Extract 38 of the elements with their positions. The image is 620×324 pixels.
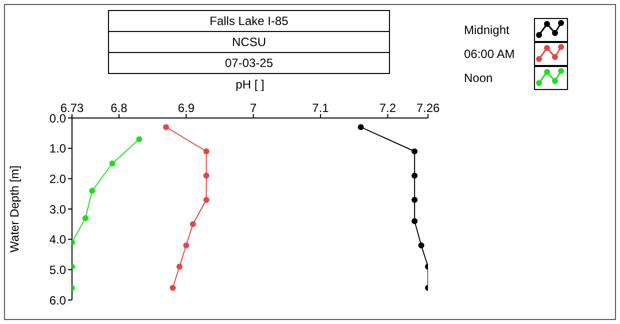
point (109, 160, 116, 166)
point (183, 242, 190, 248)
chart-title: Falls Lake I-85 (108, 10, 390, 32)
x-tick-label: 6.8 (110, 101, 128, 115)
point (412, 172, 418, 179)
x-tick-label: 7.26 (416, 101, 440, 115)
text: 07-03-25 (108, 52, 390, 74)
point (203, 172, 210, 179)
point (412, 218, 418, 224)
point (203, 196, 210, 203)
point (136, 136, 142, 142)
point (170, 284, 176, 291)
text: Noon (464, 71, 494, 85)
x-tick-label: 7.1 (312, 101, 330, 115)
point (163, 124, 170, 130)
y-tick-label: 1.0 (49, 142, 66, 156)
x-tick-label: 7.2 (379, 101, 396, 115)
point (412, 196, 418, 203)
x-axis-title: pH [ ] (236, 78, 264, 92)
x-tick-label: 7 (250, 101, 258, 115)
y-tick-label: 2.0 (49, 172, 66, 186)
y-tick-label: 5.0 (49, 262, 66, 277)
y-tick-label: 4.0 (49, 232, 66, 247)
point (89, 188, 96, 194)
y-tick-label: 3.0 (49, 202, 66, 216)
x-tick-label: 6.9 (178, 101, 195, 115)
point (203, 148, 210, 154)
point (176, 264, 182, 270)
legend-label: 06:00 AM (464, 47, 516, 61)
chart-subtitle: NCSU (108, 31, 390, 53)
y-axis-title: Water Depth [m] (7, 166, 22, 252)
legend-label: Midnight (464, 23, 510, 37)
point (358, 124, 364, 130)
point (412, 148, 418, 154)
point (418, 242, 424, 248)
point (190, 221, 196, 228)
point (82, 215, 88, 222)
y-tick-label: 6.0 (49, 293, 66, 308)
